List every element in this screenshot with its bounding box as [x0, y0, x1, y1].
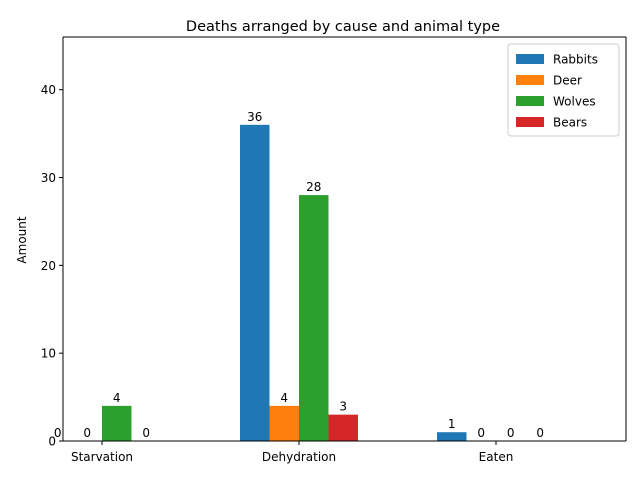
data-label: 36 — [247, 110, 262, 124]
data-label: 0 — [477, 426, 485, 440]
data-label: 0 — [507, 426, 515, 440]
legend-label: Rabbits — [553, 53, 598, 67]
y-tick-label: 10 — [41, 347, 56, 361]
legend-swatch — [516, 75, 544, 85]
data-label: 28 — [306, 180, 321, 194]
bar-wolves-dehydration — [299, 195, 329, 441]
y-tick-label: 0 — [48, 435, 56, 449]
data-label: 0 — [536, 426, 544, 440]
data-label: 0 — [54, 426, 62, 440]
legend-label: Deer — [553, 74, 582, 88]
legend-swatch — [516, 96, 544, 106]
x-tick-label: Dehydration — [262, 450, 336, 464]
bar-bears-dehydration — [328, 414, 358, 441]
data-label: 1 — [448, 417, 456, 431]
y-tick-label: 30 — [41, 171, 56, 185]
bar-rabbits-eaten — [437, 432, 467, 441]
data-label: 0 — [142, 426, 150, 440]
data-label: 4 — [280, 391, 288, 405]
legend-box — [507, 43, 620, 137]
legend-swatch — [516, 117, 544, 127]
legend: Rabbits Deer Wolves Bears — [507, 43, 620, 137]
bar-wolves-starvation — [102, 405, 132, 441]
legend-label: Wolves — [553, 95, 596, 109]
bar-rabbits-dehydration — [240, 124, 270, 442]
bar-deer-dehydration — [269, 405, 299, 441]
y-tick-label: 40 — [41, 83, 56, 97]
y-tick-label: 20 — [41, 259, 56, 273]
x-tick-label: Starvation — [71, 450, 133, 464]
data-label: 3 — [339, 400, 347, 414]
x-tick-label: Eaten — [479, 450, 514, 464]
data-label: 0 — [83, 426, 91, 440]
y-axis-label: Amount — [15, 216, 29, 263]
chart-title: Deaths arranged by cause and animal type — [186, 19, 500, 35]
legend-label: Bears — [553, 116, 587, 130]
data-label: 4 — [113, 391, 121, 405]
legend-swatch — [516, 54, 544, 64]
